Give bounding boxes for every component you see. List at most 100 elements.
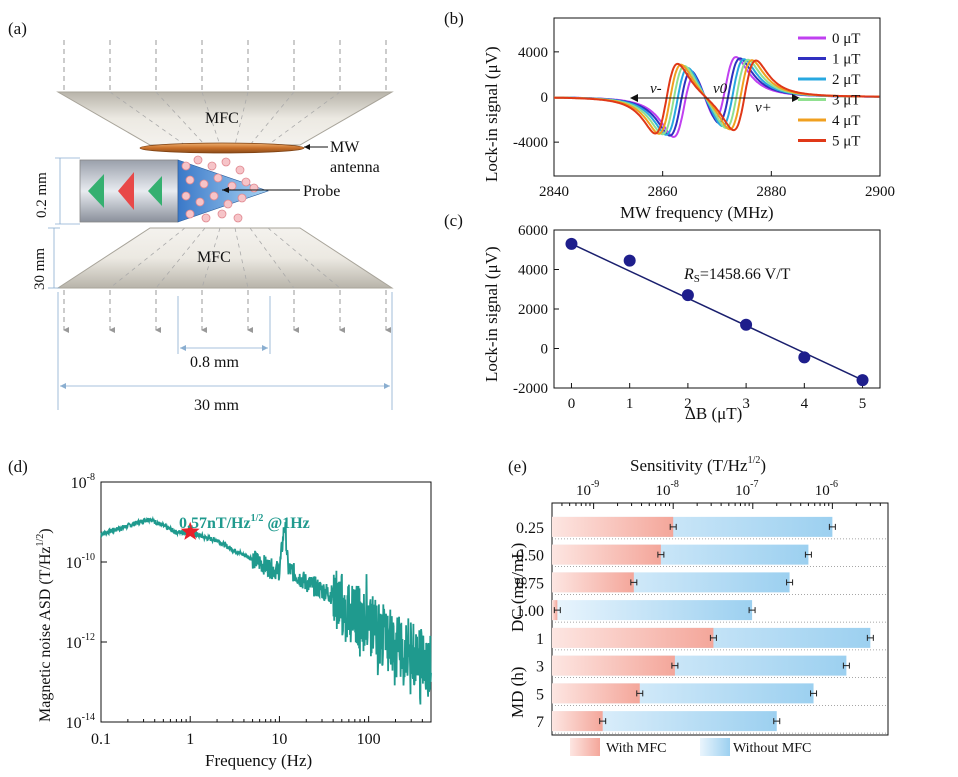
annotation-d-tail: @1Hz: [263, 515, 309, 532]
ylabel-b: Lock-in signal (μV): [482, 46, 501, 182]
xlabel-b: MW frequency (MHz): [620, 203, 774, 222]
category-label-e: 7: [536, 714, 544, 731]
top-field-lines: [63, 40, 387, 92]
mw-antenna: [139, 142, 305, 154]
noise-curve-d: [100, 515, 432, 705]
legend-swatch-without-mfc: [700, 738, 730, 756]
xlabel-e: Sensitivity (T/Hz1/2): [630, 455, 766, 475]
xtick-label-c: 0: [568, 396, 576, 412]
ylabel-c: Lock-in signal (μV): [482, 246, 501, 382]
legend-label-1: 1 μT: [832, 52, 860, 68]
bar-e-7-1: [552, 711, 777, 732]
ytick-label-d: 10-12: [66, 632, 95, 652]
xtick-label-b: 2880: [756, 184, 786, 200]
group-label-dc: DC (mg/mL): [508, 543, 527, 632]
bar-e-4-0: [552, 627, 714, 648]
dim-0.8mm-label: 0.8 mm: [190, 354, 239, 371]
category-label-e: 0.25: [516, 520, 544, 537]
mfc-top-cone: [56, 91, 394, 146]
xtick-exp-e: -8: [671, 479, 679, 490]
ylabel-d-end: ): [37, 528, 54, 533]
legend-label-5: 5 μT: [832, 134, 860, 150]
xtick-label-d: 100: [357, 731, 381, 748]
ytick-base-d: 10: [71, 475, 87, 492]
xlabel-e-end: ): [760, 456, 766, 475]
ytick-label-c: 4000: [518, 263, 548, 279]
xtick-exp-e: -7: [750, 479, 758, 490]
arrow-annotations-b: [630, 94, 800, 102]
xtick-label-d: 10: [271, 731, 287, 748]
xtick-label-c: 5: [859, 396, 867, 412]
star-marker: [180, 521, 200, 540]
curves-b: [554, 56, 880, 138]
category-label-e: 1.00: [516, 603, 544, 620]
axis-ticks-b: 2840 2860 2880 2900 4000 0 -4000: [513, 45, 895, 200]
panel-label-b: (b): [444, 9, 464, 28]
ytick-exp-d: -8: [87, 472, 95, 483]
point-c-4: [798, 351, 811, 364]
xlabel-e-sup: 1/2: [748, 455, 761, 466]
bar-e-3-1: [552, 600, 753, 621]
ytick-exp-d: -12: [82, 632, 95, 643]
fit-line-c: [571, 243, 863, 381]
xlabel-e-text: Sensitivity (T/Hz: [630, 456, 748, 475]
bar-e-5-0: [552, 655, 675, 676]
legend-label-0: 0 μT: [832, 31, 860, 47]
annotation-d: 0.57nT/Hz1/2 @1Hz: [179, 513, 310, 532]
panel-label-d: (d): [8, 457, 28, 476]
legend-label-without-mfc: Without MFC: [733, 741, 811, 756]
ytick-label-c: 6000: [518, 223, 548, 239]
bar-e-2-0: [552, 572, 634, 593]
ylabel-d: Magnetic noise ASD (T/Hz1/2): [35, 528, 54, 722]
annot-nu-plus: ν+: [755, 100, 772, 116]
panel-a-schematic: (a) MFC MW antenna: [8, 19, 394, 414]
bar-e-1-0: [552, 544, 661, 565]
category-label-e: 5: [536, 686, 544, 703]
dim-0.2mm-label: 0.2 mm: [34, 172, 50, 218]
xlabel-d: Frequency (Hz): [205, 751, 312, 770]
point-c-5: [856, 374, 869, 387]
ytick-label-d: 10-8: [71, 472, 95, 492]
points-c: [565, 237, 869, 387]
fit-annotation-symbol: R: [683, 266, 694, 283]
annotation-d-sup: 1/2: [251, 513, 264, 524]
ytick-label-d: 10-14: [66, 712, 95, 732]
fit-annotation-value: =1458.66 V/T: [700, 266, 791, 283]
plot-frame-c: [553, 229, 881, 389]
annotation-d-text: 0.57nT/Hz: [179, 515, 251, 532]
probe-label: Probe: [303, 183, 340, 200]
ylabel-d-text: Magnetic noise ASD (T/Hz: [37, 546, 54, 722]
panel-c-linear-fit-chart: (c) 0 1 2 3 4 5 6000 4000 2000 0 -2000 RS=1458.66 …: [444, 211, 881, 423]
xtick-label-d: 0.1: [91, 731, 111, 748]
xtick-label-b: 2900: [865, 184, 895, 200]
xtick-base-e: 10: [656, 483, 671, 499]
ytick-base-d: 10: [66, 715, 82, 732]
ytick-label-c: 0: [541, 342, 549, 358]
dim-30mm-bottom-label: 30 mm: [194, 397, 239, 414]
ytick-label-b: 4000: [518, 45, 548, 61]
xtick-label-e: 10-8: [656, 479, 679, 499]
xtick-exp-e: -6: [830, 479, 838, 490]
xtick-label-b: 2840: [539, 184, 569, 200]
ytick-label-b: -4000: [513, 135, 548, 151]
probe-tip: [177, 159, 269, 223]
mw-label: MW: [330, 139, 360, 156]
curve-5: [554, 59, 880, 135]
ytick-base-d: 10: [66, 635, 82, 652]
legend-label-2: 2 μT: [832, 72, 860, 88]
xtick-label-c: 2: [684, 396, 692, 412]
ylabel-d-sup: 1/2: [35, 534, 46, 547]
dim-0.2mm: [55, 157, 80, 225]
bar-e-6-0: [552, 683, 640, 704]
category-label-e: 0.75: [516, 575, 544, 592]
point-c-3: [740, 318, 753, 331]
annot-nu-minus: ν-: [650, 81, 662, 97]
dim-30mm-side-label: 30 mm: [32, 248, 48, 290]
ytick-label-d: 10-10: [66, 552, 95, 572]
mfc-top-label: MFC: [205, 110, 239, 127]
xtick-base-e: 10: [576, 483, 591, 499]
point-c-2: [681, 289, 694, 302]
